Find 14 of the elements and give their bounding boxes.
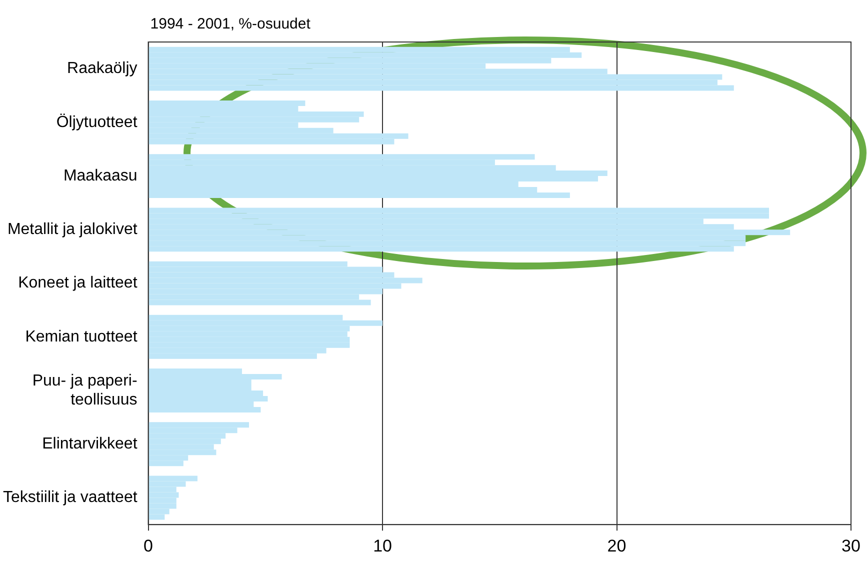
chart-title: 1994 - 2001, %-osuudet — [150, 16, 312, 33]
x-tick-label: 30 — [842, 536, 860, 556]
y-tick-label: Metallit ja jalokivet — [7, 221, 138, 238]
y-tick-label: Kemian tuotteet — [25, 328, 138, 346]
y-tick-label: Tekstiilit ja vaatteet — [3, 489, 138, 506]
y-tick-label: Öljytuotteet — [56, 112, 138, 131]
x-tick-label: 0 — [144, 536, 154, 556]
y-tick-label: Puu- ja paperi- teollisuus — [32, 372, 138, 409]
y-tick-label: Raakaöljy — [67, 60, 138, 78]
y-tick-label: Maakaasu — [63, 167, 138, 184]
x-tick-label: 10 — [373, 536, 392, 556]
x-tick-label: 20 — [607, 536, 626, 556]
y-tick-label: Elintarvikkeet — [42, 436, 138, 453]
y-tick-label: Koneet ja laitteet — [18, 274, 138, 292]
